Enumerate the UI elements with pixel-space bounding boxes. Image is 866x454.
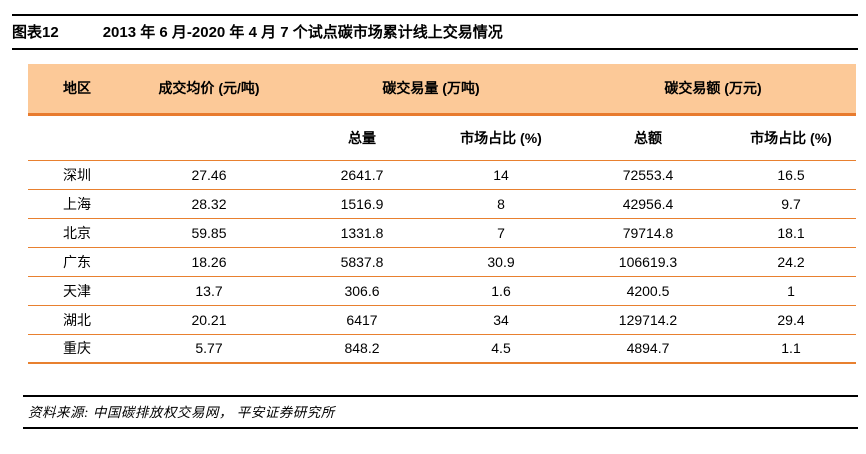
- subheader-empty-cell: [126, 114, 292, 161]
- cell-amount-total: 106619.3: [570, 247, 726, 277]
- report-figure-page: { "figure": { "label": "图表12", "title": …: [0, 14, 866, 454]
- cell-volume-share: 34: [432, 305, 570, 335]
- cell-avg-price: 28.32: [126, 189, 292, 219]
- cell-amount-share: 1.1: [726, 334, 856, 364]
- cell-avg-price: 13.7: [126, 276, 292, 306]
- cell-avg-price: 18.26: [126, 247, 292, 277]
- cell-volume-share: 8: [432, 189, 570, 219]
- subheader-volume-total: 总量: [292, 114, 432, 161]
- table-row-guangdong: 广东 18.26 5837.8 30.9 106619.3 24.2: [28, 247, 856, 277]
- source-text: 资料来源: 中国碳排放权交易网， 平安证券研究所: [28, 405, 335, 420]
- cell-region: 广东: [28, 247, 126, 277]
- cell-amount-total: 79714.8: [570, 218, 726, 248]
- table-header-group-row: 地区 成交均价 (元/吨) 碳交易量 (万吨) 碳交易额 (万元): [28, 64, 856, 116]
- cell-amount-share: 29.4: [726, 305, 856, 335]
- figure-title: 2013 年 6 月-2020 年 4 月 7 个试点碳市场累计线上交易情况: [102, 24, 503, 41]
- cell-volume-share: 30.9: [432, 247, 570, 277]
- table-body: 深圳 27.46 2641.7 14 72553.4 16.5 上海 28.32…: [28, 160, 856, 364]
- cell-volume-total: 1331.8: [292, 218, 432, 248]
- figure-label: 图表12: [12, 24, 59, 41]
- table-row-shenzhen: 深圳 27.46 2641.7 14 72553.4 16.5: [28, 160, 856, 190]
- cell-avg-price: 27.46: [126, 160, 292, 190]
- table-row-tianjin: 天津 13.7 306.6 1.6 4200.5 1: [28, 276, 856, 306]
- cell-region: 北京: [28, 218, 126, 248]
- table-row-beijing: 北京 59.85 1331.8 7 79714.8 18.1: [28, 218, 856, 248]
- cell-volume-share: 7: [432, 218, 570, 248]
- cell-avg-price: 5.77: [126, 334, 292, 364]
- subheader-empty-cell: [28, 114, 126, 161]
- cell-amount-total: 42956.4: [570, 189, 726, 219]
- cell-volume-share: 14: [432, 160, 570, 190]
- cell-amount-share: 1: [726, 276, 856, 306]
- cell-volume-share: 1.6: [432, 276, 570, 306]
- cell-volume-total: 1516.9: [292, 189, 432, 219]
- cell-volume-total: 6417: [292, 305, 432, 335]
- cell-region: 重庆: [28, 334, 126, 364]
- cell-volume-total: 5837.8: [292, 247, 432, 277]
- subheader-amount-total: 总额: [570, 114, 726, 161]
- cell-amount-share: 9.7: [726, 189, 856, 219]
- cell-region: 湖北: [28, 305, 126, 335]
- cell-amount-total: 72553.4: [570, 160, 726, 190]
- cell-amount-share: 24.2: [726, 247, 856, 277]
- cell-volume-total: 306.6: [292, 276, 432, 306]
- cell-region: 上海: [28, 189, 126, 219]
- cell-region: 天津: [28, 276, 126, 306]
- header-avg-price: 成交均价 (元/吨): [126, 64, 292, 116]
- cell-avg-price: 59.85: [126, 218, 292, 248]
- subheader-volume-share: 市场占比 (%): [432, 114, 570, 161]
- cell-amount-share: 18.1: [726, 218, 856, 248]
- cell-avg-price: 20.21: [126, 305, 292, 335]
- cell-amount-total: 129714.2: [570, 305, 726, 335]
- source-footer: 资料来源: 中国碳排放权交易网， 平安证券研究所: [23, 395, 858, 429]
- carbon-market-table: 地区 成交均价 (元/吨) 碳交易量 (万吨) 碳交易额 (万元) 总量 市场占…: [28, 64, 856, 364]
- table-row-hubei: 湖北 20.21 6417 34 129714.2 29.4: [28, 305, 856, 335]
- cell-volume-total: 848.2: [292, 334, 432, 364]
- cell-volume-share: 4.5: [432, 334, 570, 364]
- cell-volume-total: 2641.7: [292, 160, 432, 190]
- table-row-shanghai: 上海 28.32 1516.9 8 42956.4 9.7: [28, 189, 856, 219]
- cell-amount-total: 4200.5: [570, 276, 726, 306]
- cell-region: 深圳: [28, 160, 126, 190]
- table-header: 地区 成交均价 (元/吨) 碳交易量 (万吨) 碳交易额 (万元) 总量 市场占…: [28, 64, 856, 161]
- table-row-chongqing: 重庆 5.77 848.2 4.5 4894.7 1.1: [28, 334, 856, 364]
- header-region: 地区: [28, 64, 126, 116]
- figure-title-bar: 图表12 2013 年 6 月-2020 年 4 月 7 个试点碳市场累计线上交…: [12, 14, 858, 50]
- table-header-sub-row: 总量 市场占比 (%) 总额 市场占比 (%): [28, 114, 856, 161]
- header-amount-group: 碳交易额 (万元): [570, 64, 856, 116]
- cell-amount-share: 16.5: [726, 160, 856, 190]
- cell-amount-total: 4894.7: [570, 334, 726, 364]
- header-volume-group: 碳交易量 (万吨): [292, 64, 570, 116]
- subheader-amount-share: 市场占比 (%): [726, 114, 856, 161]
